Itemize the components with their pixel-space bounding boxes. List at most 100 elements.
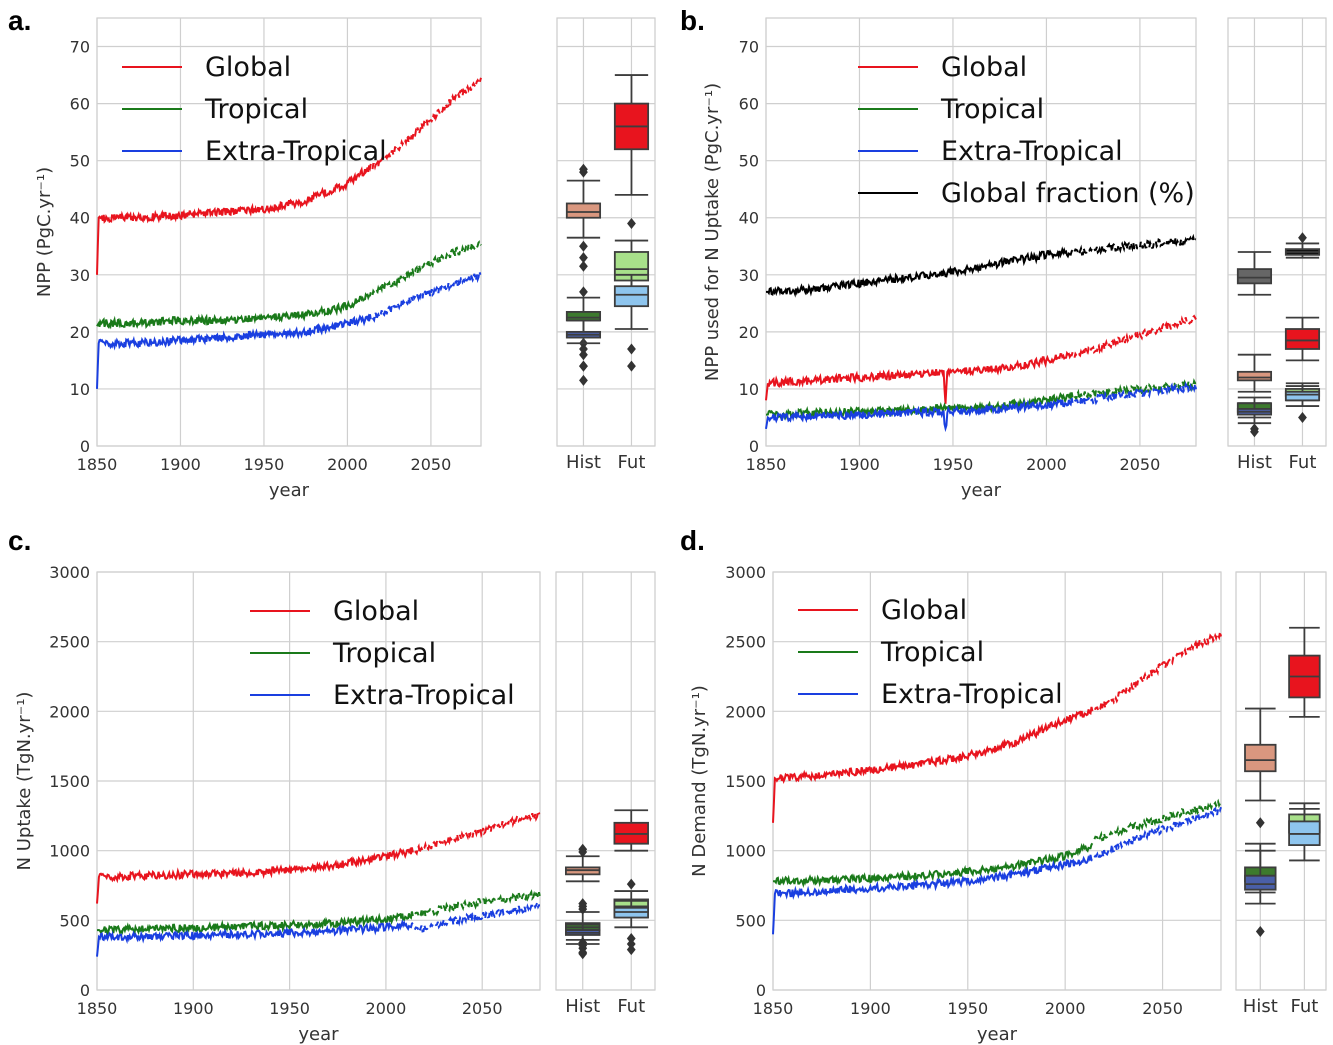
boxplot-category-label: Fut	[618, 452, 646, 473]
boxplot-area	[1227, 17, 1327, 447]
x-axis-label: year	[961, 480, 1002, 501]
boxplot-category-label: Hist	[565, 996, 600, 1017]
boxplot-box	[565, 163, 602, 239]
x-axis-label: year	[269, 480, 310, 501]
x-tick-label: 1900	[160, 455, 201, 474]
series-line-extra-tropical-future	[1073, 381, 1197, 406]
flier-point	[579, 240, 588, 252]
panel-letter: d.	[680, 525, 705, 556]
series-line-global-fraction-future	[1073, 233, 1197, 256]
boxplot-box	[565, 319, 602, 386]
y-axis-label: NPP (PgC.yr⁻¹)	[34, 167, 55, 297]
box	[1236, 370, 1273, 382]
x-axis-label: year	[977, 1024, 1018, 1045]
y-tick-label: 500	[735, 911, 766, 930]
series-line-tropical-historical	[97, 911, 414, 936]
y-tick-label: 10	[70, 380, 90, 399]
flier-point	[579, 163, 588, 175]
series-line-global-historical	[96, 846, 414, 904]
flier-point	[626, 878, 636, 890]
panel-letter: a.	[8, 5, 31, 36]
plot-area	[765, 17, 1197, 447]
boxplot-panel: Hist Fut	[1235, 571, 1327, 1017]
y-tick-label: 20	[70, 323, 90, 342]
x-axis-label: year	[298, 1024, 339, 1045]
y-tick-label: 60	[739, 95, 759, 114]
flier-point	[578, 843, 588, 855]
x-tick-label: 2000	[1026, 455, 1067, 474]
x-tick-label: 1850	[753, 999, 794, 1018]
panel-c: c. 1850 1900 1950 2000 2050 0 500 1000 1500 2000 25…	[8, 525, 656, 1045]
x-tick-label: 1950	[947, 999, 988, 1018]
legend-label: Extra-Tropical	[333, 680, 515, 711]
x-tick-label: 2000	[327, 455, 368, 474]
legend-label: Extra-Tropical	[881, 679, 1063, 710]
panel-letter: c.	[8, 525, 31, 556]
y-tick-label: 2500	[49, 633, 90, 652]
y-tick-label: 1000	[49, 842, 90, 861]
boxplot-category-label: Hist	[566, 452, 601, 473]
panel-b: b. 1850 1900 1950 2000 2050 0 10 20 30 40 50 60 70 yea…	[680, 5, 1327, 501]
boxplot-box	[1284, 316, 1321, 362]
x-tick-label: 2000	[366, 999, 407, 1018]
x-tick-label: 2050	[411, 455, 452, 474]
boxplot-panel: Hist Fut	[1227, 17, 1327, 473]
boxplot-box	[1284, 385, 1321, 423]
panel-a: a. 1850 1900 1950 2000 2050 0 10 20 30 40 50 60 70 yea…	[8, 5, 656, 501]
panel-letter: b.	[680, 5, 705, 36]
x-tick-label: 1900	[173, 999, 214, 1018]
series-line-tropical-historical	[96, 292, 372, 330]
legend-label: Tropical	[880, 637, 984, 668]
boxplot-box	[1244, 849, 1277, 937]
y-axis-label: N Demand (TgN.yr⁻¹)	[689, 685, 710, 877]
y-tick-label: 10	[739, 380, 759, 399]
box	[1284, 328, 1321, 350]
boxplot-category-label: Fut	[1289, 452, 1317, 473]
y-tick-label: 70	[739, 38, 759, 57]
box	[565, 202, 602, 219]
boxplot-box	[1288, 807, 1321, 862]
y-tick-label: 1500	[725, 772, 766, 791]
flier-point	[578, 939, 588, 951]
flier-point	[626, 938, 636, 950]
x-tick-label: 1900	[850, 999, 891, 1018]
x-tick-label: 2050	[462, 999, 503, 1018]
boxplot-category-label: Hist	[1243, 996, 1278, 1017]
y-tick-label: 50	[70, 152, 90, 171]
x-tick-label: 1950	[244, 455, 285, 474]
series-line-global-future	[1073, 314, 1197, 358]
boxplot-area	[556, 17, 656, 447]
legend-label: Tropical	[204, 94, 308, 125]
series-line-global-future	[414, 808, 541, 856]
x-tick-label: 1850	[77, 455, 118, 474]
series-line-global-historical	[96, 163, 372, 275]
flier-point	[1255, 925, 1265, 937]
flier-point	[579, 260, 588, 272]
y-tick-label: 30	[70, 266, 90, 285]
boxplot-box	[613, 809, 649, 852]
legend-label: Extra-Tropical	[941, 136, 1123, 167]
x-tick-label: 1900	[839, 455, 880, 474]
y-tick-label: 2000	[725, 702, 766, 721]
flier-point	[626, 944, 636, 956]
flier-point	[579, 360, 588, 372]
y-tick-label: 0	[756, 981, 766, 1000]
flier-point	[626, 932, 636, 944]
y-tick-label: 3000	[49, 563, 90, 582]
flier-point	[579, 349, 588, 361]
legend-label: Tropical	[940, 94, 1044, 125]
boxplot-box	[1236, 402, 1273, 438]
series-line-tropical-future	[1093, 798, 1221, 842]
y-tick-label: 40	[739, 209, 759, 228]
y-tick-label: 0	[80, 981, 90, 1000]
series-line-global-historical	[772, 706, 1094, 823]
series-line-extra-tropical-historical	[765, 397, 1074, 433]
legend-label: Global fraction (%)	[941, 178, 1195, 209]
series-line-global-future	[1094, 631, 1222, 713]
box	[565, 310, 602, 322]
flier-point	[627, 217, 636, 229]
legend-label: Tropical	[332, 638, 436, 669]
legend-label: Global	[881, 595, 967, 626]
box	[1236, 268, 1273, 285]
series-line-extra-tropical-historical	[96, 918, 414, 957]
